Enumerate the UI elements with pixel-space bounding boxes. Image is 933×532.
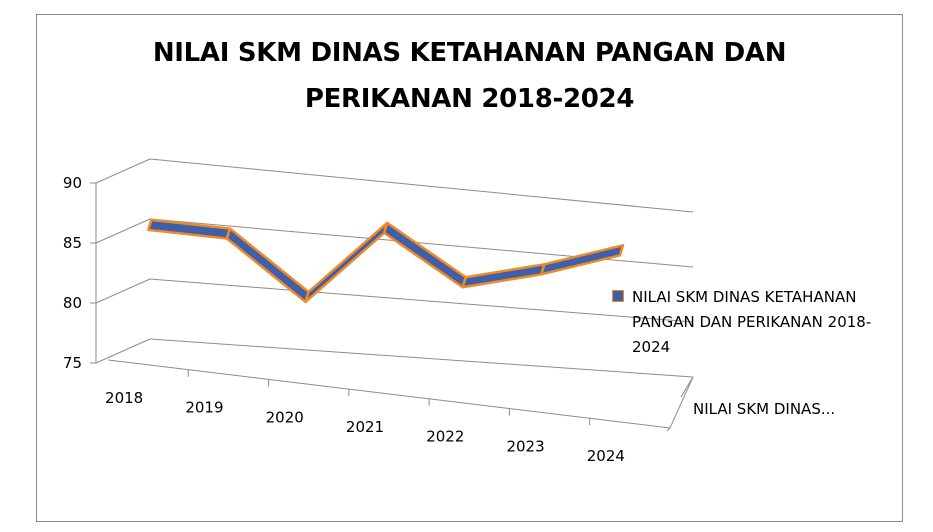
series-segment-2022 [461, 263, 546, 289]
chart-title: NILAI SKM DINAS KETAHANAN PANGAN DAN PER… [36, 30, 903, 122]
series-segment-2019 [225, 227, 310, 304]
y-tick-label: 80 [63, 294, 82, 312]
floor-side-right [680, 376, 694, 398]
floor-corner [666, 427, 671, 432]
x-tick-label: 2021 [346, 418, 384, 436]
x-axis-ticks: 2018 2019 2020 2021 2022 2023 2024 [105, 369, 625, 465]
y-axis-ticks: 75 80 85 90 [63, 174, 96, 372]
y-tick-label: 90 [63, 174, 82, 192]
legend-swatch [612, 290, 624, 302]
x-tick-label: 2024 [587, 447, 625, 465]
chart-frame [36, 14, 903, 522]
chart-title-line-2: PERIKANAN 2018-2024 [304, 84, 635, 114]
series-segment-2020 [304, 221, 389, 304]
gridline-side-0 [95, 338, 151, 364]
gridlines [95, 158, 694, 432]
legend-label: NILAI SKM DINAS KETAHANAN PANGAN DAN PER… [632, 288, 872, 356]
series-axis-label: NILAI SKM DINAS... [693, 400, 836, 418]
x-tick-label: 2019 [185, 399, 223, 417]
floor-edge [107, 359, 694, 429]
y-tick-label: 75 [63, 354, 82, 372]
gridline-side-3 [95, 158, 151, 184]
gridline-side-1 [95, 278, 151, 304]
gridline-back-1 [149, 278, 694, 323]
series-band [147, 218, 625, 304]
y-tick-label: 85 [63, 234, 82, 252]
gridline-back-3 [149, 158, 694, 213]
x-tick-label: 2018 [105, 389, 143, 407]
series-segment-2023 [540, 244, 625, 276]
gridline-back-0 [149, 338, 694, 378]
series-segment-2021 [382, 221, 468, 289]
x-tick-label: 2020 [266, 408, 304, 426]
chart-title-line-1: NILAI SKM DINAS KETAHANAN PANGAN DAN [152, 38, 787, 68]
x-tick-label: 2023 [506, 437, 544, 455]
gridline-side-2 [95, 218, 151, 244]
x-tick-label: 2022 [426, 428, 464, 446]
